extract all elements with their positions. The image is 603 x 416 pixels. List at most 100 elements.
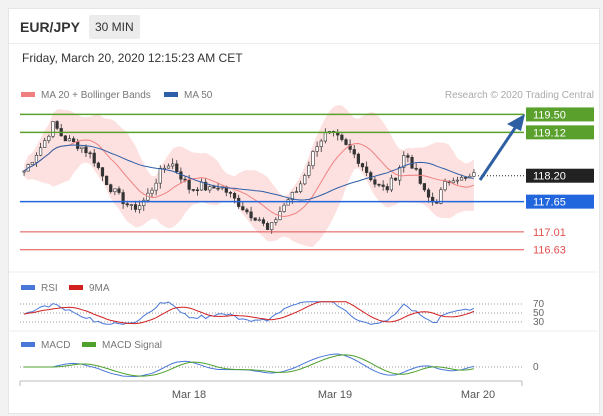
rsi-line	[23, 301, 475, 325]
candle-body	[84, 146, 88, 154]
candle-body	[154, 182, 158, 191]
candle-body	[389, 177, 393, 191]
candle-body	[34, 154, 39, 163]
timeframe-badge[interactable]: 30 MIN	[89, 15, 140, 39]
candle-body	[274, 219, 278, 223]
candle-body	[439, 189, 443, 204]
candle-body	[307, 165, 311, 176]
candle-body	[282, 204, 286, 212]
macd-legend-label: MACD	[41, 340, 70, 351]
price-levels: 119.50 119.12 118.20 117.65 117.01 116.63	[20, 107, 594, 257]
candle-body	[175, 163, 179, 173]
candle-body	[150, 189, 154, 194]
candle-body	[261, 219, 266, 224]
candle-body	[43, 140, 47, 148]
bollinger-bands	[24, 105, 474, 247]
rsi-ma-legend-swatch	[69, 285, 83, 290]
candle-body	[319, 140, 323, 148]
candle-body	[303, 175, 307, 185]
level-label-support: 117.01	[533, 227, 566, 239]
candle-body	[117, 188, 121, 193]
candle-body	[422, 183, 427, 191]
candle-body	[455, 179, 460, 182]
level-label-support: 117.65	[533, 197, 566, 209]
candle-body	[92, 152, 96, 164]
candle-body	[22, 170, 26, 173]
candle-body	[187, 179, 191, 190]
candle-body	[290, 192, 294, 201]
ma20-line	[23, 139, 475, 218]
macd-signal-line	[24, 354, 474, 377]
currency-pair: EUR/JPY	[20, 19, 80, 35]
candle-body	[216, 187, 220, 190]
candle-body	[373, 179, 377, 185]
candle-body	[323, 132, 327, 142]
candle-body	[365, 166, 369, 173]
candle-body	[286, 199, 290, 206]
candle-body	[464, 177, 468, 179]
level-badge-support	[526, 194, 594, 209]
rsi-ma-legend-label: 9MA	[89, 283, 110, 294]
candle-body	[352, 149, 356, 155]
rsi-legend-swatch	[21, 285, 35, 290]
candle-body	[63, 135, 67, 142]
rsi-tick-30: 30	[533, 317, 545, 328]
candle-body	[369, 172, 373, 181]
candle-body	[451, 180, 455, 184]
candle-body	[125, 203, 129, 206]
candle-body	[377, 183, 381, 186]
ma20-legend-swatch	[21, 92, 35, 97]
candle-body	[245, 209, 249, 213]
candle-body	[393, 177, 398, 181]
macd-line	[24, 353, 475, 378]
candle-body	[459, 177, 464, 181]
rsi-ma-line	[23, 301, 475, 325]
candle-body	[109, 184, 113, 193]
candle-body	[204, 181, 208, 191]
ma50-legend-swatch	[164, 92, 178, 97]
candle-body	[360, 163, 365, 168]
macd-signal-legend-swatch	[82, 342, 96, 347]
candle-body	[294, 191, 299, 193]
candle-body	[241, 206, 245, 211]
candle-body	[340, 134, 344, 140]
candle-body	[414, 167, 418, 170]
candle-body	[356, 153, 360, 164]
macd-tick-0: 0	[533, 362, 539, 373]
candle-body	[113, 188, 117, 193]
candle-body	[166, 165, 171, 169]
candle-body	[55, 121, 59, 129]
level-badge-resistance	[526, 125, 594, 140]
candle-body	[208, 186, 212, 191]
candle-body	[228, 192, 233, 194]
level-label-resistance: 119.50	[533, 109, 566, 121]
candle-body	[232, 193, 237, 199]
candle-body	[253, 217, 257, 221]
candle-body	[311, 151, 315, 167]
candle-body	[315, 146, 319, 152]
candle-body	[67, 138, 72, 142]
macd-signal-legend-label: MACD Signal	[102, 340, 162, 351]
candle-body	[270, 222, 274, 230]
candle-body	[105, 175, 109, 185]
credit-label: Research © 2020 Trading Central	[445, 90, 594, 101]
candle-body	[426, 189, 431, 198]
candle-body	[183, 178, 187, 181]
candle-body	[406, 155, 410, 158]
candle-body	[381, 184, 385, 187]
candle-body	[133, 204, 138, 210]
candle-body	[265, 223, 270, 230]
macd-legend-swatch	[21, 342, 35, 347]
forecast-arrow-head	[507, 114, 525, 131]
candle-body	[472, 172, 476, 177]
rsi-legend-label: RSI	[41, 283, 58, 294]
rsi-tick-70: 70	[533, 299, 545, 310]
candle-body	[195, 189, 200, 192]
candle-body	[398, 167, 402, 181]
candle-body	[51, 121, 55, 137]
candle-body	[257, 219, 261, 221]
candle-body	[179, 171, 183, 180]
candle-body	[80, 146, 84, 149]
candle-body	[96, 162, 100, 168]
